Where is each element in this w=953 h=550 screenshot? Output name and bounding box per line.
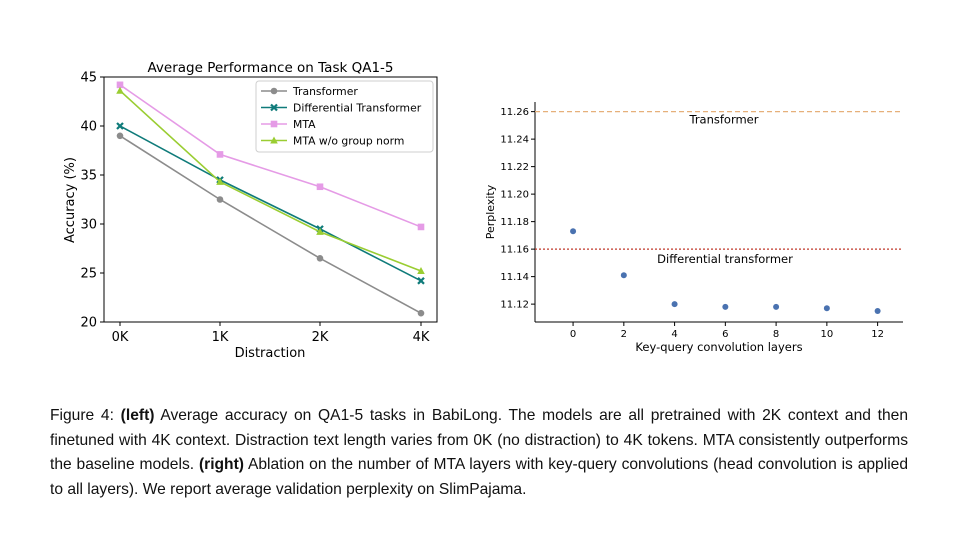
y-tick-label: 35 bbox=[80, 169, 97, 184]
x-tick-label: 2K bbox=[312, 330, 329, 345]
data-point bbox=[823, 305, 830, 312]
data-point bbox=[116, 86, 124, 94]
reference-line-label: Differential transformer bbox=[657, 252, 793, 266]
x-tick-label: 0K bbox=[112, 330, 129, 345]
y-tick-label: 11.20 bbox=[500, 190, 529, 201]
y-tick-label: 45 bbox=[80, 71, 97, 86]
legend-frame bbox=[255, 80, 434, 153]
y-tick-label: 11.14 bbox=[500, 272, 529, 283]
data-point bbox=[316, 183, 324, 191]
x-tick-label: 0 bbox=[570, 329, 576, 340]
legend-swatch-marker bbox=[270, 120, 278, 128]
y-axis-label: Perplexity bbox=[484, 184, 497, 239]
series-line bbox=[119, 90, 422, 272]
y-tick-label: 25 bbox=[80, 267, 97, 282]
legend-entry-label: MTA w/o group norm bbox=[293, 135, 404, 148]
y-axis-label: Accuracy (%) bbox=[63, 157, 78, 243]
y-tick-label: 11.12 bbox=[500, 300, 529, 311]
x-tick-label: 1K bbox=[212, 330, 229, 345]
series-line bbox=[119, 135, 422, 314]
x-tick-label: 4 bbox=[671, 329, 677, 340]
y-tick-label: 40 bbox=[80, 120, 97, 135]
caption-right-tag: (right) bbox=[198, 456, 244, 473]
data-point bbox=[316, 227, 324, 235]
x-tick-label: 4K bbox=[413, 330, 430, 345]
y-tick-label: 11.24 bbox=[500, 135, 529, 146]
x-axis-label: Distraction bbox=[235, 346, 306, 361]
chart-legend: Transformer Differential Transformer MTA MT… bbox=[255, 80, 434, 153]
caption-left-tag: (left) bbox=[120, 407, 155, 424]
legend-swatch-marker-stroke-b bbox=[270, 103, 278, 112]
series-line bbox=[119, 125, 422, 282]
caption-figure-label: Figure 4: bbox=[50, 407, 114, 424]
legend-entry-label: MTA bbox=[293, 118, 316, 131]
y-tick-label: 11.18 bbox=[500, 217, 529, 228]
y-tick-label: 30 bbox=[80, 218, 97, 233]
data-point bbox=[417, 223, 425, 231]
series-line bbox=[119, 84, 422, 228]
caption-right-text: Ablation on the number of MTA layers wit… bbox=[50, 456, 909, 498]
legend-entry-label: Differential Transformer bbox=[293, 102, 422, 115]
y-tick-label: 11.16 bbox=[500, 245, 529, 256]
data-point bbox=[116, 122, 124, 130]
x-tick-label: 10 bbox=[820, 329, 833, 340]
y-tick-label: 11.22 bbox=[500, 162, 529, 173]
x-axis-label: Key-query convolution layers bbox=[635, 340, 802, 354]
data-point bbox=[773, 303, 780, 310]
x-tick-label: 8 bbox=[773, 329, 779, 340]
figure-caption: Figure 4: (left) Average accuracy on QA1… bbox=[50, 404, 908, 502]
data-point bbox=[316, 254, 324, 262]
data-point bbox=[417, 277, 425, 285]
data-point bbox=[671, 301, 678, 308]
y-tick-label: 20 bbox=[80, 316, 97, 331]
data-point bbox=[116, 132, 124, 140]
plot-frame-left bbox=[103, 76, 438, 323]
chart-title: Average Performance on Task QA1-5 bbox=[147, 60, 393, 76]
data-point bbox=[620, 272, 627, 279]
legend-swatch-marker bbox=[270, 103, 278, 112]
data-point-stroke-b bbox=[417, 277, 425, 285]
data-point bbox=[216, 151, 224, 158]
legend-swatch-marker bbox=[270, 87, 278, 95]
data-point bbox=[216, 177, 224, 185]
x-tick-label: 6 bbox=[722, 329, 728, 340]
data-point bbox=[722, 303, 729, 310]
data-point-stroke-b bbox=[116, 122, 124, 130]
data-point bbox=[417, 267, 425, 275]
legend-swatch-marker bbox=[270, 136, 278, 144]
x-tick-label: 12 bbox=[871, 329, 884, 340]
data-point bbox=[570, 228, 577, 235]
caption-left-text: Average accuracy on QA1-5 tasks in BabiL… bbox=[50, 407, 908, 473]
data-point bbox=[216, 196, 224, 203]
legend-entry-label: Transformer bbox=[292, 85, 358, 98]
x-tick-label: 2 bbox=[621, 329, 627, 340]
reference-line-label: Transformer bbox=[688, 113, 758, 127]
data-point bbox=[874, 308, 881, 314]
y-tick-label: 11.26 bbox=[500, 107, 529, 118]
data-point bbox=[417, 309, 425, 317]
data-point bbox=[116, 81, 124, 89]
